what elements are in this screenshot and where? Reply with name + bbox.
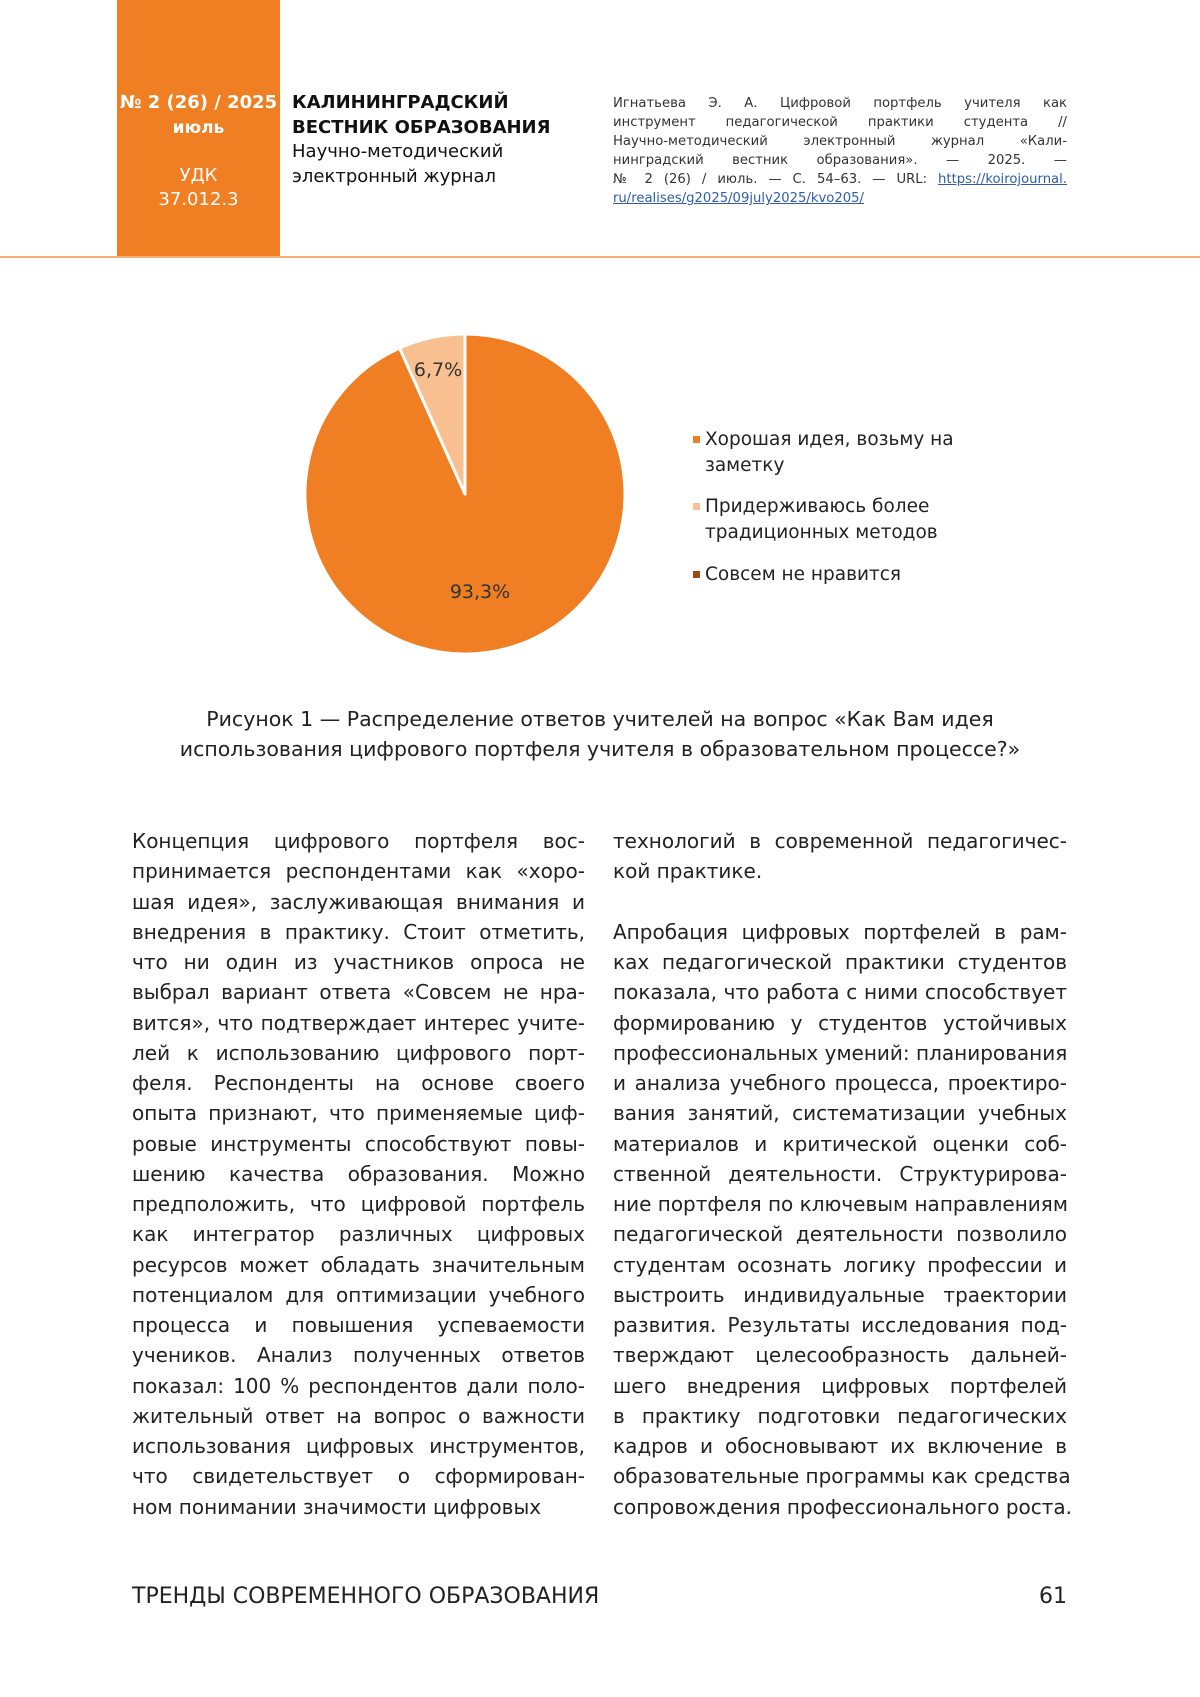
citation-text: № 2 (26) / июль. — С. 54–63. — URL: [613,172,939,187]
body-column-right: технологий в современной педагогичес-кой… [613,826,1073,1522]
text-line: лей к использованию цифрового порт- [132,1040,585,1065]
legend-label: Хорошая идея, возьму на [705,429,954,450]
pie-data-label: 6,7% [414,359,462,381]
text-line: вится», что подтверждает интерес учите- [132,1010,585,1035]
text-line: шая идея», заслуживающая внимания и [132,889,585,914]
citation-link[interactable]: https://koirojournal. [938,172,1067,187]
text-line: предположить, что цифровой портфель [132,1192,585,1216]
journal-title-line2: ВЕСТНИК ОБРАЗОВАНИЯ [292,117,551,138]
text-line: в практику подготовки педагогических [613,1403,1067,1428]
journal-subtitle-line2: электронный журнал [292,166,497,187]
citation-line: ru/realises/g2025/09july2025/kvo205/ [613,189,1067,208]
text-line: ном понимании значимости цифровых [132,1494,542,1519]
text-line: феля. Респонденты на основе своего [132,1071,585,1095]
text-line: педагогической деятельности позволило [613,1222,1067,1247]
text-line: внедрения в практику. Стоит отметить, [132,919,585,944]
pie-chart: 93,3% 6,7% [303,332,627,656]
citation: Игнатьева Э. А. Цифровой портфель учител… [613,94,1067,208]
text-line: потенциалом для оптимизации учебного [132,1282,585,1307]
text-line: шению качества образования. Можно [132,1161,585,1186]
citation-line: Игнатьева Э. А. Цифровой портфель учител… [613,96,1067,111]
text-line: как интегратор различных цифровых [132,1222,585,1247]
page-number: 61 [1039,1584,1067,1609]
text-line: ственной деятельности. Структурирова- [613,1161,1067,1186]
text-line: Апробация цифровых портфелей в рам- [613,919,1067,944]
text-line: тверждают целесообразность дальней- [613,1343,1067,1368]
text-line: выстроить индивидуальные траектории [613,1282,1067,1307]
citation-link-continued[interactable]: ru/realises/g2025/09july2025/kvo205/ [613,191,864,206]
legend-label: традиционных методов [705,522,938,543]
text-line: технологий в современной педагогичес- [613,829,1067,853]
text-line: шего внедрения цифровых портфелей [613,1373,1067,1398]
footer-section-title: ТРЕНДЫ СОВРЕМЕННОГО ОБРАЗОВАНИЯ [132,1584,600,1609]
text-line: кой практике. [613,859,763,884]
text-line: Концепция цифрового портфеля вос- [132,829,585,853]
text-line: сопровождения профессионального роста. [613,1494,1073,1519]
text-line: использования цифровых инструментов, [132,1434,585,1458]
text-line: формированию у студентов устойчивых [613,1010,1067,1035]
legend-label: Придерживаюсь более [705,496,930,517]
text-line: что свидетельствует о сформирован- [132,1464,585,1489]
text-line: развития. Результаты исследования под- [613,1313,1067,1337]
text-line: ние портфеля по ключевым направлениям [613,1192,1068,1216]
issue-month: июль [172,118,225,138]
text-line: вания занятий, систематизации учебных [613,1101,1067,1126]
text-line: образовательные программы как средства [613,1464,1071,1489]
text-line: ках педагогической практики студентов [613,950,1067,974]
text-line: опыта признают, что применяемые циф- [132,1101,585,1126]
pie-data-label: 93,3% [450,581,510,603]
text-line: что ни один из участников опроса не [132,950,585,974]
figure-caption: Рисунок 1 — Распределение ответов учител… [100,704,1100,764]
udk-code: 37.012.3 [158,189,239,210]
legend-swatch [693,571,700,578]
journal-subtitle-line1: Научно-методический [292,141,504,162]
journal-title-line1: КАЛИНИНГРАДСКИЙ [292,92,509,113]
text-line: студентам осознать логику профессии и [613,1252,1067,1277]
text-line: показала, что работа с ними способствует [613,980,1067,1005]
text-line: процесса и повышения успеваемости [132,1313,585,1337]
issue-band: № 2 (26) / 2025 июль УДК 37.012.3 [117,0,280,257]
legend-label: Совсем не нравится [705,564,902,585]
header-divider [0,256,1200,258]
text-line: и анализа учебного процесса, проектиро- [613,1071,1067,1095]
text-line: учеников. Анализ полученных ответов [132,1343,585,1368]
udk-label: УДК [179,165,218,186]
text-line: показал: 100 % респондентов дали поло- [132,1373,585,1398]
text-line: профессиональных умений: планирования [613,1040,1068,1065]
legend-label: заметку [705,455,785,476]
legend-swatch [693,503,700,510]
paragraph-break [613,887,1067,917]
issue-number: № 2 (26) / 2025 [119,92,278,113]
text-line: ресурсов может обладать значительным [132,1252,585,1277]
text-line: принимается респондентами как «хоро- [132,859,585,884]
legend-swatch [693,436,700,443]
body-column-left: Концепция цифрового портфеля вос-принима… [132,826,585,1522]
pie-slice [398,332,467,496]
caption-line: использования цифрового портфеля учителя… [179,737,1021,761]
text-line: выбрал вариант ответа «Совсем не нра- [132,980,585,1005]
text-line: ровые инструменты способствуют повы- [132,1131,585,1156]
text-line: материалов и критической оценки соб- [613,1131,1067,1156]
citation-line: Научно-методический электронный журнал «… [613,134,1067,149]
text-line: кадров и обосновывают их включение в [613,1434,1067,1458]
caption-line: Рисунок 1 — Распределение ответов учител… [206,707,994,731]
citation-line: № 2 (26) / июль. — С. 54–63. — URL: http… [613,170,1067,189]
text-line: жительный ответ на вопрос о важности [132,1403,585,1428]
citation-line: нинградский вестник образования». — 2025… [613,153,1067,168]
citation-line: инструмент педагогической практики студе… [613,115,1067,130]
